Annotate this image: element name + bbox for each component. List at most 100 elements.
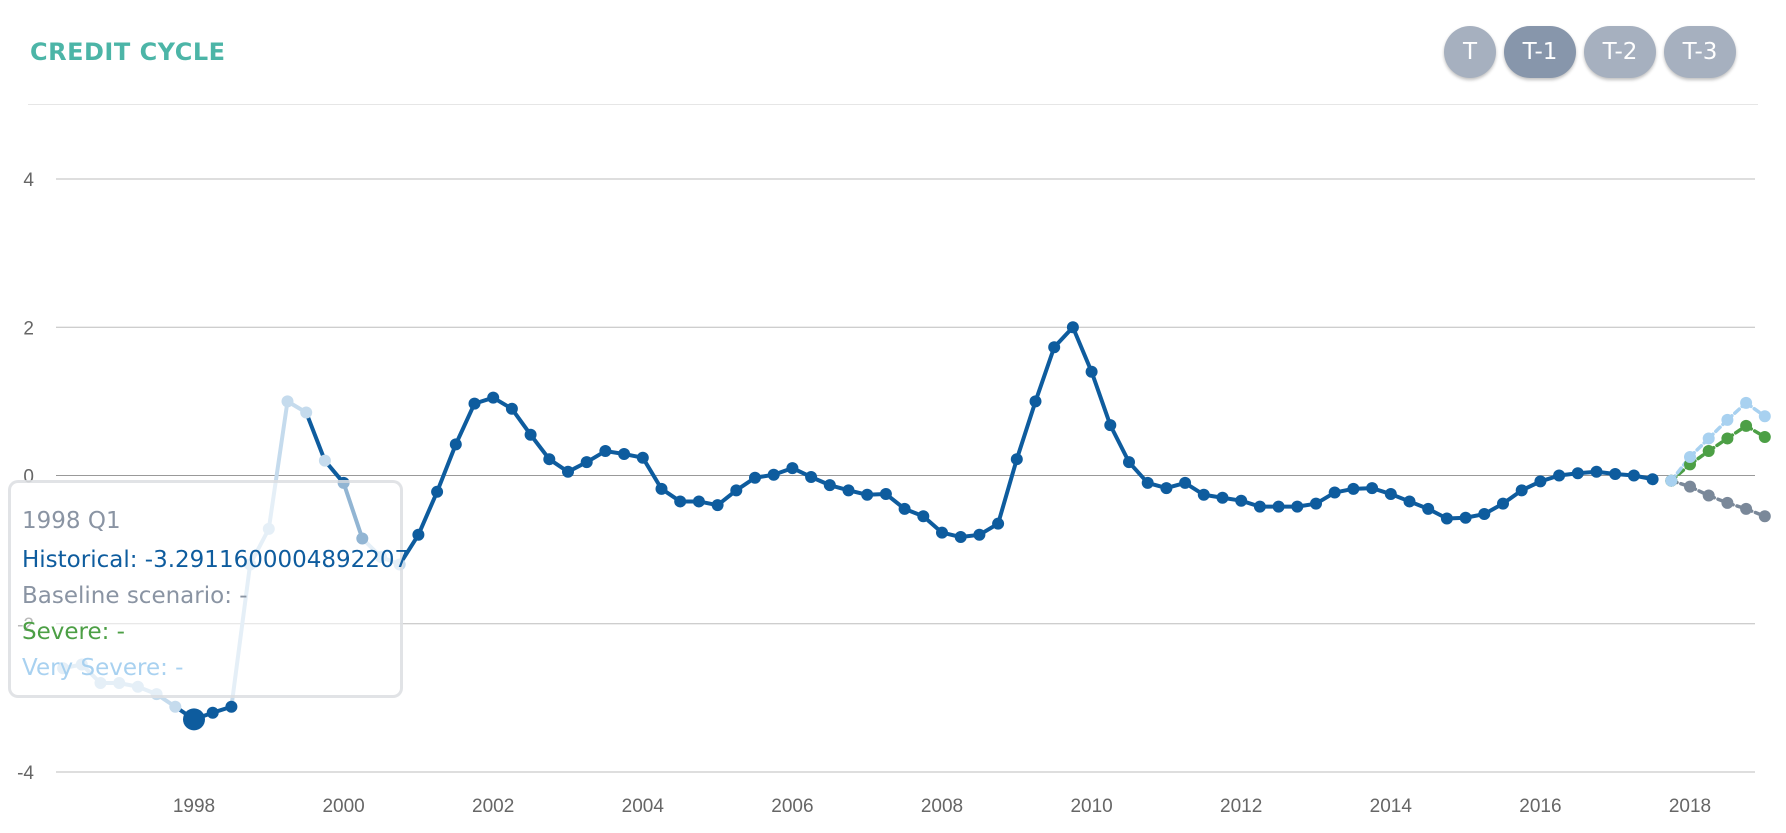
historical-point-21[interactable] <box>449 438 462 451</box>
historical-point-33[interactable] <box>674 495 687 508</box>
historical-point-43[interactable] <box>861 488 874 501</box>
historical-point-57[interactable] <box>1123 456 1135 469</box>
historical-point-41[interactable] <box>823 479 836 492</box>
historical-point-28[interactable] <box>580 456 593 469</box>
historical-point-31[interactable] <box>636 451 649 464</box>
historical-point-37[interactable] <box>749 471 761 484</box>
period-button-t[interactable]: T <box>1444 26 1496 78</box>
historical-point-65[interactable] <box>1272 500 1285 513</box>
historical-point-36[interactable] <box>730 484 743 497</box>
historical-point-24[interactable] <box>505 402 518 415</box>
baseline-point-5[interactable] <box>1758 510 1771 523</box>
historical-point-6[interactable] <box>169 700 182 713</box>
very_severe-point-3[interactable] <box>1721 413 1734 426</box>
very_severe-point-5[interactable] <box>1758 410 1771 423</box>
historical-point-19[interactable] <box>412 528 425 541</box>
baseline-point-3[interactable] <box>1721 496 1734 509</box>
historical-segment-50 <box>996 457 1019 526</box>
historical-point-63[interactable] <box>1235 494 1248 507</box>
baseline-point-4[interactable] <box>1740 502 1753 515</box>
historical-point-76[interactable] <box>1478 508 1491 521</box>
historical-point-49[interactable] <box>973 528 986 541</box>
period-button-t-2[interactable]: T-2 <box>1584 26 1656 78</box>
historical-point-68[interactable] <box>1328 486 1341 499</box>
historical-point-55[interactable] <box>1085 365 1098 378</box>
historical-point-26[interactable] <box>543 453 556 466</box>
historical-point-23[interactable] <box>487 391 500 404</box>
historical-point-8[interactable] <box>206 706 219 719</box>
severe-point-4[interactable] <box>1740 419 1753 432</box>
severe-point-2[interactable] <box>1702 445 1715 458</box>
historical-point-39[interactable] <box>786 462 799 475</box>
historical-point-82[interactable] <box>1590 465 1603 478</box>
historical-point-85[interactable] <box>1646 473 1659 486</box>
historical-point-7[interactable] <box>183 708 205 731</box>
x-tick-label-0: 1998 <box>173 796 215 817</box>
historical-point-53[interactable] <box>1048 341 1061 354</box>
historical-point-45[interactable] <box>898 502 911 515</box>
baseline-point-1[interactable] <box>1684 480 1696 493</box>
historical-point-47[interactable] <box>936 526 948 539</box>
historical-point-54[interactable] <box>1066 321 1079 334</box>
historical-point-81[interactable] <box>1571 467 1584 480</box>
historical-point-75[interactable] <box>1459 511 1472 524</box>
historical-point-60[interactable] <box>1179 476 1192 489</box>
historical-point-46[interactable] <box>917 510 930 523</box>
historical-point-70[interactable] <box>1366 482 1379 495</box>
very_severe-point-4[interactable] <box>1740 396 1753 409</box>
historical-point-71[interactable] <box>1384 488 1397 501</box>
historical-point-29[interactable] <box>599 445 612 458</box>
historical-point-27[interactable] <box>562 465 574 478</box>
historical-point-61[interactable] <box>1197 488 1210 501</box>
very_severe-point-2[interactable] <box>1702 432 1715 445</box>
historical-point-40[interactable] <box>805 470 818 483</box>
historical-point-9[interactable] <box>225 700 238 713</box>
historical-point-73[interactable] <box>1422 502 1435 515</box>
historical-point-66[interactable] <box>1291 500 1304 513</box>
historical-point-30[interactable] <box>618 448 631 461</box>
historical-point-48[interactable] <box>954 531 967 544</box>
baseline-point-2[interactable] <box>1702 489 1715 502</box>
period-button-t-1[interactable]: T-1 <box>1504 26 1576 78</box>
historical-point-35[interactable] <box>711 499 724 512</box>
historical-point-77[interactable] <box>1497 497 1509 510</box>
historical-point-56[interactable] <box>1104 419 1117 432</box>
historical-point-58[interactable] <box>1141 476 1154 489</box>
historical-point-34[interactable] <box>692 495 705 508</box>
historical-point-12[interactable] <box>281 395 294 408</box>
historical-point-72[interactable] <box>1403 495 1416 508</box>
very_severe-point-0[interactable] <box>1665 474 1678 487</box>
historical-point-38[interactable] <box>767 468 780 481</box>
historical-segment-31 <box>640 455 664 491</box>
historical-point-80[interactable] <box>1553 469 1566 482</box>
historical-point-44[interactable] <box>879 488 892 501</box>
historical-point-59[interactable] <box>1160 482 1173 495</box>
historical-point-22[interactable] <box>468 397 481 410</box>
historical-point-84[interactable] <box>1627 469 1640 482</box>
historical-point-74[interactable] <box>1440 512 1453 525</box>
historical-point-67[interactable] <box>1310 497 1322 510</box>
tooltip-severe: Severe: - <box>22 619 125 645</box>
very_severe-point-1[interactable] <box>1684 450 1696 463</box>
historical-segment-19 <box>416 489 440 537</box>
historical-point-83[interactable] <box>1609 468 1622 481</box>
historical-point-20[interactable] <box>431 485 444 498</box>
historical-point-14[interactable] <box>318 454 331 467</box>
historical-point-62[interactable] <box>1216 491 1229 504</box>
historical-point-78[interactable] <box>1515 484 1528 497</box>
severe-point-5[interactable] <box>1758 430 1771 443</box>
historical-point-13[interactable] <box>300 406 313 419</box>
historical-point-51[interactable] <box>1010 453 1023 466</box>
historical-point-52[interactable] <box>1029 395 1042 408</box>
historical-point-50[interactable] <box>992 517 1005 530</box>
severe-point-3[interactable] <box>1721 432 1734 445</box>
period-button-t-3[interactable]: T-3 <box>1664 26 1736 78</box>
historical-point-64[interactable] <box>1253 500 1266 513</box>
historical-point-79[interactable] <box>1534 475 1547 488</box>
historical-point-69[interactable] <box>1347 482 1360 495</box>
historical-point-32[interactable] <box>655 482 668 495</box>
historical-point-25[interactable] <box>524 428 537 441</box>
historical-point-42[interactable] <box>842 484 855 497</box>
header-divider <box>28 104 1758 105</box>
